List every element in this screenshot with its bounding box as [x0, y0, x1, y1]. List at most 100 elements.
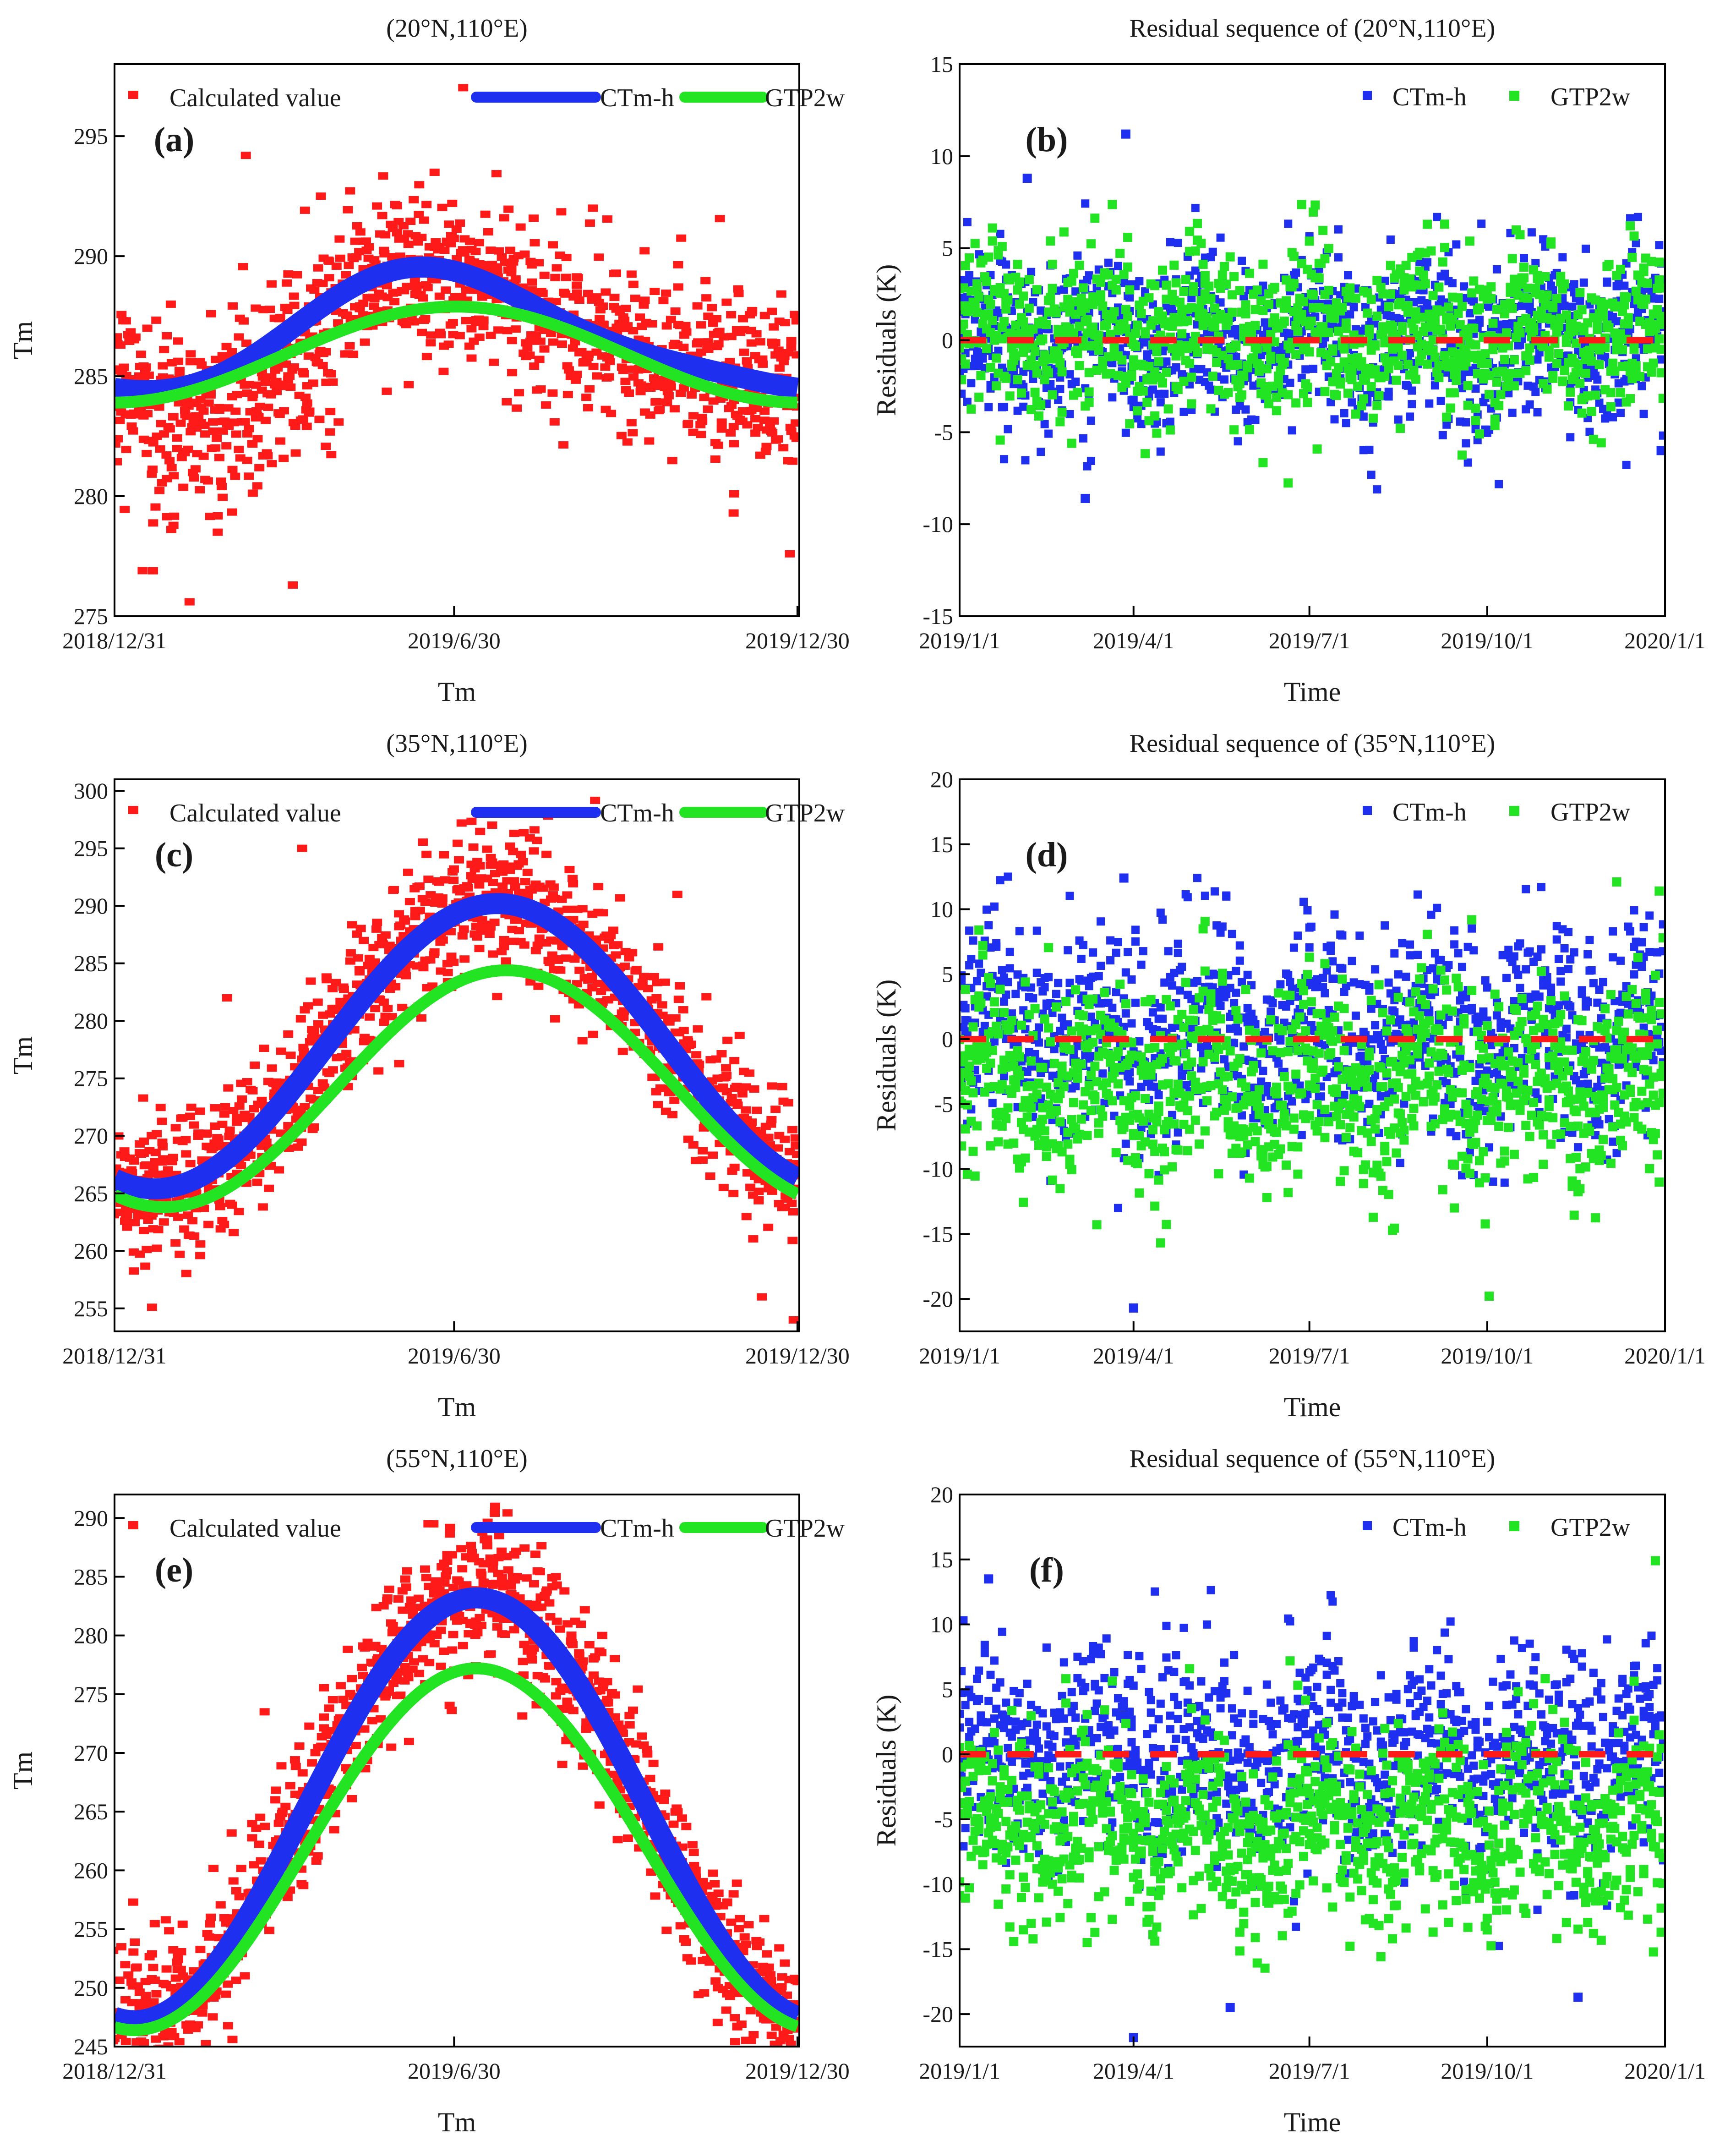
calculated-point	[708, 1151, 718, 1159]
calculated-point	[303, 1002, 313, 1010]
calculated-point	[411, 285, 422, 293]
calculated-point	[718, 333, 729, 341]
gtp2w-residual-point	[1084, 368, 1094, 378]
calculated-point	[791, 434, 799, 442]
calculated-point	[499, 214, 509, 222]
ctmh-residual-point	[1622, 460, 1631, 469]
ctmh-residual-point	[1292, 268, 1300, 277]
calculated-point	[448, 235, 459, 242]
calculated-point	[458, 84, 469, 92]
ctmh-residual-point	[1131, 998, 1140, 1007]
calculated-point	[741, 1106, 751, 1114]
calculated-point	[240, 152, 251, 159]
calculated-point	[653, 943, 664, 951]
calculated-point	[202, 477, 213, 485]
calculated-point	[583, 354, 594, 361]
calculated-point	[791, 317, 799, 325]
gtp2w-residual-point	[988, 223, 997, 233]
calculated-point	[725, 358, 735, 366]
calculated-point	[238, 263, 248, 271]
gtp2w-residual-point	[1577, 408, 1587, 418]
gtp2w-residual-point	[1332, 391, 1341, 400]
calculated-point	[472, 933, 482, 941]
ctmh-residual-point	[1125, 1068, 1134, 1077]
gtp2w-residual-point	[1560, 366, 1569, 375]
gtp2w-residual-point	[1453, 293, 1463, 303]
calculated-point	[474, 881, 485, 889]
ctmh-residual-point	[1166, 238, 1174, 246]
ctmh-residual-point	[1406, 412, 1414, 421]
ctmh-residual-point	[1425, 399, 1434, 408]
calculated-point	[639, 973, 649, 980]
gtp2w-residual-point	[1142, 398, 1152, 407]
calculated-point	[621, 305, 631, 312]
calculated-point	[290, 422, 300, 430]
gtp2w-residual-point	[1082, 315, 1092, 324]
gtp2w-residual-point	[1561, 310, 1571, 320]
calculated-point	[570, 376, 581, 384]
ctmh-residual-point	[1241, 405, 1250, 414]
calculated-point	[561, 954, 571, 962]
calculated-point	[787, 457, 798, 465]
calculated-point	[404, 381, 414, 389]
gtp2w-residual-point	[1324, 328, 1333, 337]
y-tick-label: 285	[74, 363, 108, 389]
ctmh-residual-point	[1201, 892, 1209, 900]
calculated-point	[578, 920, 589, 928]
panel-b: Residual sequence of (20°N,110°E) -15 -10-…	[868, 0, 1736, 715]
gtp2w-residual-point	[1428, 291, 1438, 301]
calculated-point	[405, 218, 416, 225]
calculated-point	[392, 202, 402, 209]
ctmh-residual-point	[1034, 1023, 1043, 1032]
y-tick-label: 285	[74, 951, 108, 976]
calculated-point	[388, 887, 399, 894]
gtp2w-residual-point	[1324, 244, 1333, 253]
calculated-point	[787, 1237, 798, 1244]
calculated-point	[766, 427, 776, 435]
gtp2w-residual-point	[1115, 248, 1125, 258]
calculated-point	[229, 1229, 239, 1237]
gtp2w-residual-point	[1430, 352, 1440, 362]
ctmh-residual-point	[1235, 956, 1244, 965]
gtp2w-residual-point	[1465, 236, 1474, 246]
calculated-point	[541, 850, 552, 858]
calculated-point	[750, 415, 761, 422]
ctmh-residual-point	[1019, 402, 1028, 411]
calculated-point	[742, 357, 752, 365]
calculated-point	[470, 247, 481, 255]
ctmh-residual-point	[1108, 393, 1117, 402]
calculated-point	[493, 326, 504, 334]
calculated-point	[466, 354, 477, 362]
gtp2w-residual-point	[1310, 200, 1320, 210]
calculated-point	[334, 235, 345, 243]
calculated-point	[622, 438, 633, 446]
gtp2w-residual-point	[992, 353, 1001, 363]
ctmh-residual-point	[1058, 1013, 1066, 1022]
ctmh-residual-point	[1158, 1014, 1167, 1023]
calculated-point	[247, 489, 258, 497]
ctmh-residual-point	[1079, 434, 1088, 443]
gtp2w-residual-point	[1291, 350, 1301, 359]
calculated-point	[364, 243, 374, 251]
calculated-point	[364, 1013, 375, 1021]
calculated-point	[686, 391, 697, 399]
ctmh-residual-point	[1089, 948, 1097, 957]
calculated-point	[115, 458, 122, 465]
calculated-point	[241, 339, 252, 347]
calculated-point	[324, 274, 334, 282]
gtp2w-residual-point	[1384, 364, 1393, 373]
calculated-point	[484, 931, 495, 938]
calculated-point	[355, 228, 366, 236]
calculated-point	[492, 268, 502, 275]
calculated-point	[218, 493, 228, 501]
ctmh-residual-point	[1492, 265, 1501, 274]
y-tick-label: 300	[74, 778, 108, 804]
calculated-point	[688, 412, 699, 420]
gtp2w-residual-point	[1094, 345, 1103, 355]
gtp2w-residual-point	[1258, 458, 1268, 467]
calculated-point	[722, 1036, 733, 1044]
calculated-point	[716, 1050, 727, 1058]
calculated-point	[360, 338, 370, 346]
calculated-point	[499, 936, 509, 943]
calculated-point	[652, 979, 662, 986]
